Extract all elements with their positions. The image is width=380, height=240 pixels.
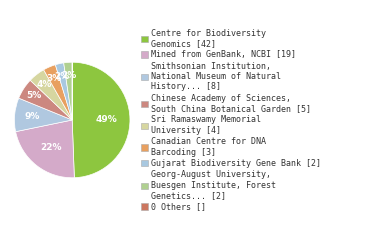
Text: 2%: 2% <box>61 71 76 80</box>
Text: 2%: 2% <box>55 72 70 81</box>
Wedge shape <box>72 62 130 178</box>
Wedge shape <box>19 80 72 120</box>
Text: 4%: 4% <box>37 80 52 89</box>
Wedge shape <box>44 65 72 120</box>
Legend: Centre for Biodiversity
Genomics [42], Mined from GenBank, NCBI [19], Smithsonia: Centre for Biodiversity Genomics [42], M… <box>141 28 322 212</box>
Text: 9%: 9% <box>24 112 40 121</box>
Wedge shape <box>14 98 72 132</box>
Wedge shape <box>64 62 72 120</box>
Wedge shape <box>55 63 72 120</box>
Wedge shape <box>16 120 74 178</box>
Text: 22%: 22% <box>40 143 62 152</box>
Text: 49%: 49% <box>96 115 118 124</box>
Text: 5%: 5% <box>27 91 42 100</box>
Wedge shape <box>30 70 72 120</box>
Text: 3%: 3% <box>47 74 62 83</box>
